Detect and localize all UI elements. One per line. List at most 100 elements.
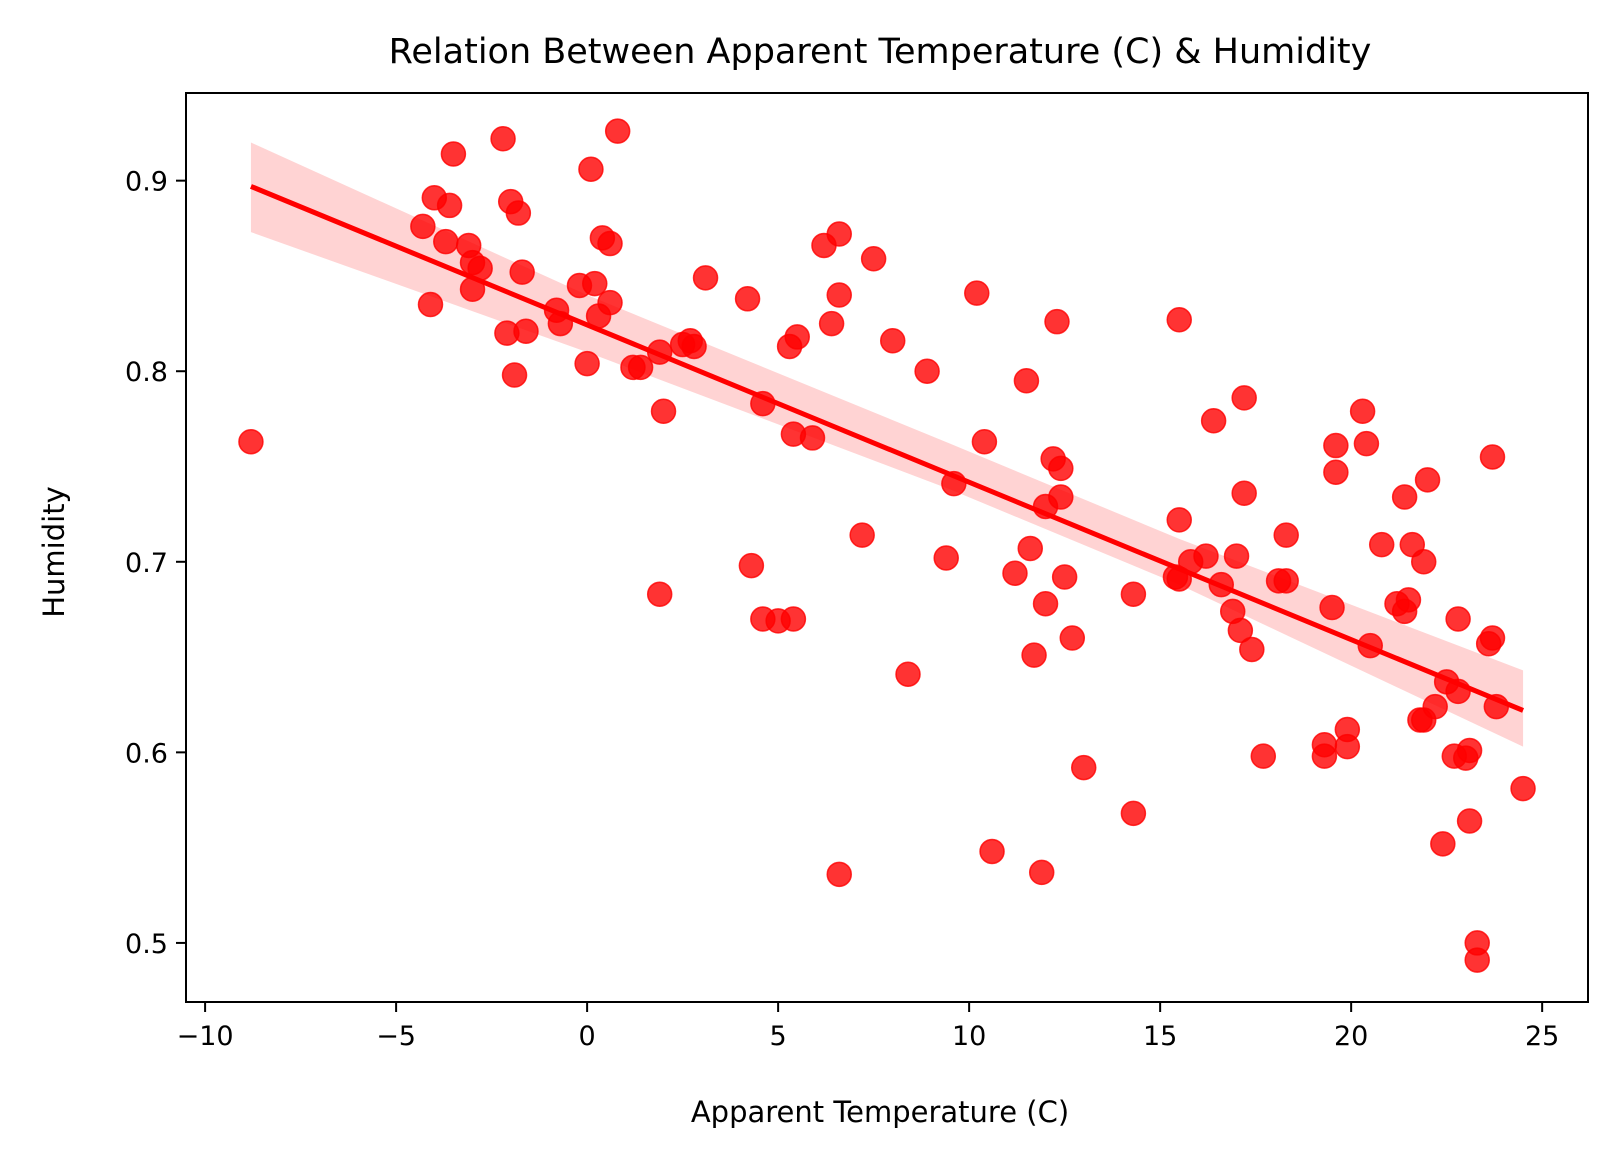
data-point [860, 246, 887, 272]
data-point [826, 282, 852, 308]
data-point [513, 318, 539, 344]
x-tick-label: 5 [770, 1021, 787, 1052]
y-tick-label: 0.6 [125, 738, 168, 769]
data-point [1479, 625, 1506, 651]
data-point [597, 230, 623, 257]
x-tick-label: 0 [579, 1021, 596, 1052]
data-point [826, 861, 852, 888]
data-point [650, 398, 677, 424]
y-tick-label: 0.8 [125, 357, 168, 388]
data-point [1430, 831, 1456, 857]
data-point [1166, 307, 1192, 333]
data-point [849, 522, 875, 548]
data-point [417, 291, 444, 318]
y-axis-ticks: 0.5 0.6 0.7 0.8 0.9 [125, 167, 186, 960]
data-point [1120, 800, 1147, 827]
data-point [1059, 625, 1086, 651]
data-point [1048, 455, 1074, 482]
data-point [1021, 642, 1047, 668]
data-point [597, 289, 623, 316]
x-tick-label: −10 [177, 1021, 234, 1052]
data-point [604, 118, 631, 144]
plot-frame [185, 92, 1589, 1003]
data-point [1510, 775, 1536, 802]
data-point [436, 192, 463, 219]
data-point [895, 661, 921, 687]
data-point [1323, 459, 1349, 485]
data-point [410, 213, 436, 240]
data-point [979, 838, 1005, 865]
data-point [1319, 594, 1345, 621]
data-point [1120, 581, 1147, 607]
data-point [1048, 484, 1074, 510]
data-point [1368, 531, 1395, 558]
data-point [1223, 543, 1250, 569]
data-point [1273, 568, 1299, 594]
data-point [799, 425, 826, 451]
x-axis-ticks: −10 −5 0 5 10 15 20 25 [177, 1002, 1559, 1052]
data-point [1044, 308, 1070, 335]
data-point [574, 350, 600, 377]
data-point [818, 310, 845, 337]
data-point [440, 141, 467, 167]
y-tick-label: 0.9 [125, 167, 168, 198]
data-point [1013, 368, 1040, 394]
data-point [681, 333, 707, 360]
data-point [1227, 617, 1254, 644]
data-point [578, 156, 604, 182]
data-point [1193, 543, 1219, 569]
data-point [1323, 432, 1349, 459]
data-point [501, 362, 528, 388]
data-point [490, 125, 516, 152]
data-point [1200, 408, 1227, 434]
data-point [1231, 385, 1257, 411]
x-axis-label: Apparent Temperature (C) [691, 1095, 1069, 1129]
regression-line [249, 184, 1525, 713]
x-tick-label: 20 [1334, 1021, 1368, 1052]
data-point [1395, 587, 1422, 613]
data-point [433, 228, 459, 255]
y-axis-label: Humidity [37, 486, 71, 618]
x-tick-label: 25 [1525, 1021, 1559, 1052]
data-point [1273, 522, 1299, 548]
data-point [692, 265, 719, 291]
x-tick-label: 10 [952, 1021, 986, 1052]
plot-area [238, 118, 1536, 973]
data-point [784, 324, 810, 350]
data-point [1391, 484, 1418, 510]
x-tick-label: −5 [376, 1021, 416, 1052]
data-point [1456, 808, 1483, 834]
data-point [1456, 737, 1483, 764]
data-point [582, 270, 608, 297]
data-point [1334, 716, 1361, 743]
data-point [1311, 743, 1338, 769]
data-point [646, 581, 673, 607]
data-point [238, 428, 264, 455]
data-point [1051, 564, 1078, 590]
data-point [505, 200, 532, 226]
data-point [914, 358, 940, 384]
data-point [1410, 549, 1437, 575]
data-point [1017, 535, 1044, 562]
data-point [826, 221, 852, 247]
data-point [1231, 480, 1257, 506]
data-point [1028, 859, 1055, 886]
data-point [1422, 693, 1448, 720]
confidence-band [250, 142, 1524, 747]
data-point [1479, 444, 1506, 470]
data-point [1353, 430, 1380, 457]
data-point [1032, 590, 1059, 617]
data-point [627, 354, 654, 381]
chart-title: Relation Between Apparent Temperature (C… [389, 32, 1372, 72]
data-point [933, 545, 959, 571]
data-point [780, 606, 807, 632]
data-point [879, 327, 906, 354]
data-point [1464, 947, 1490, 973]
data-point [509, 259, 535, 285]
data-point [738, 552, 765, 579]
data-point [971, 428, 998, 455]
data-points [238, 118, 1536, 973]
data-point [1349, 398, 1376, 424]
x-tick-label: 15 [1143, 1021, 1177, 1052]
